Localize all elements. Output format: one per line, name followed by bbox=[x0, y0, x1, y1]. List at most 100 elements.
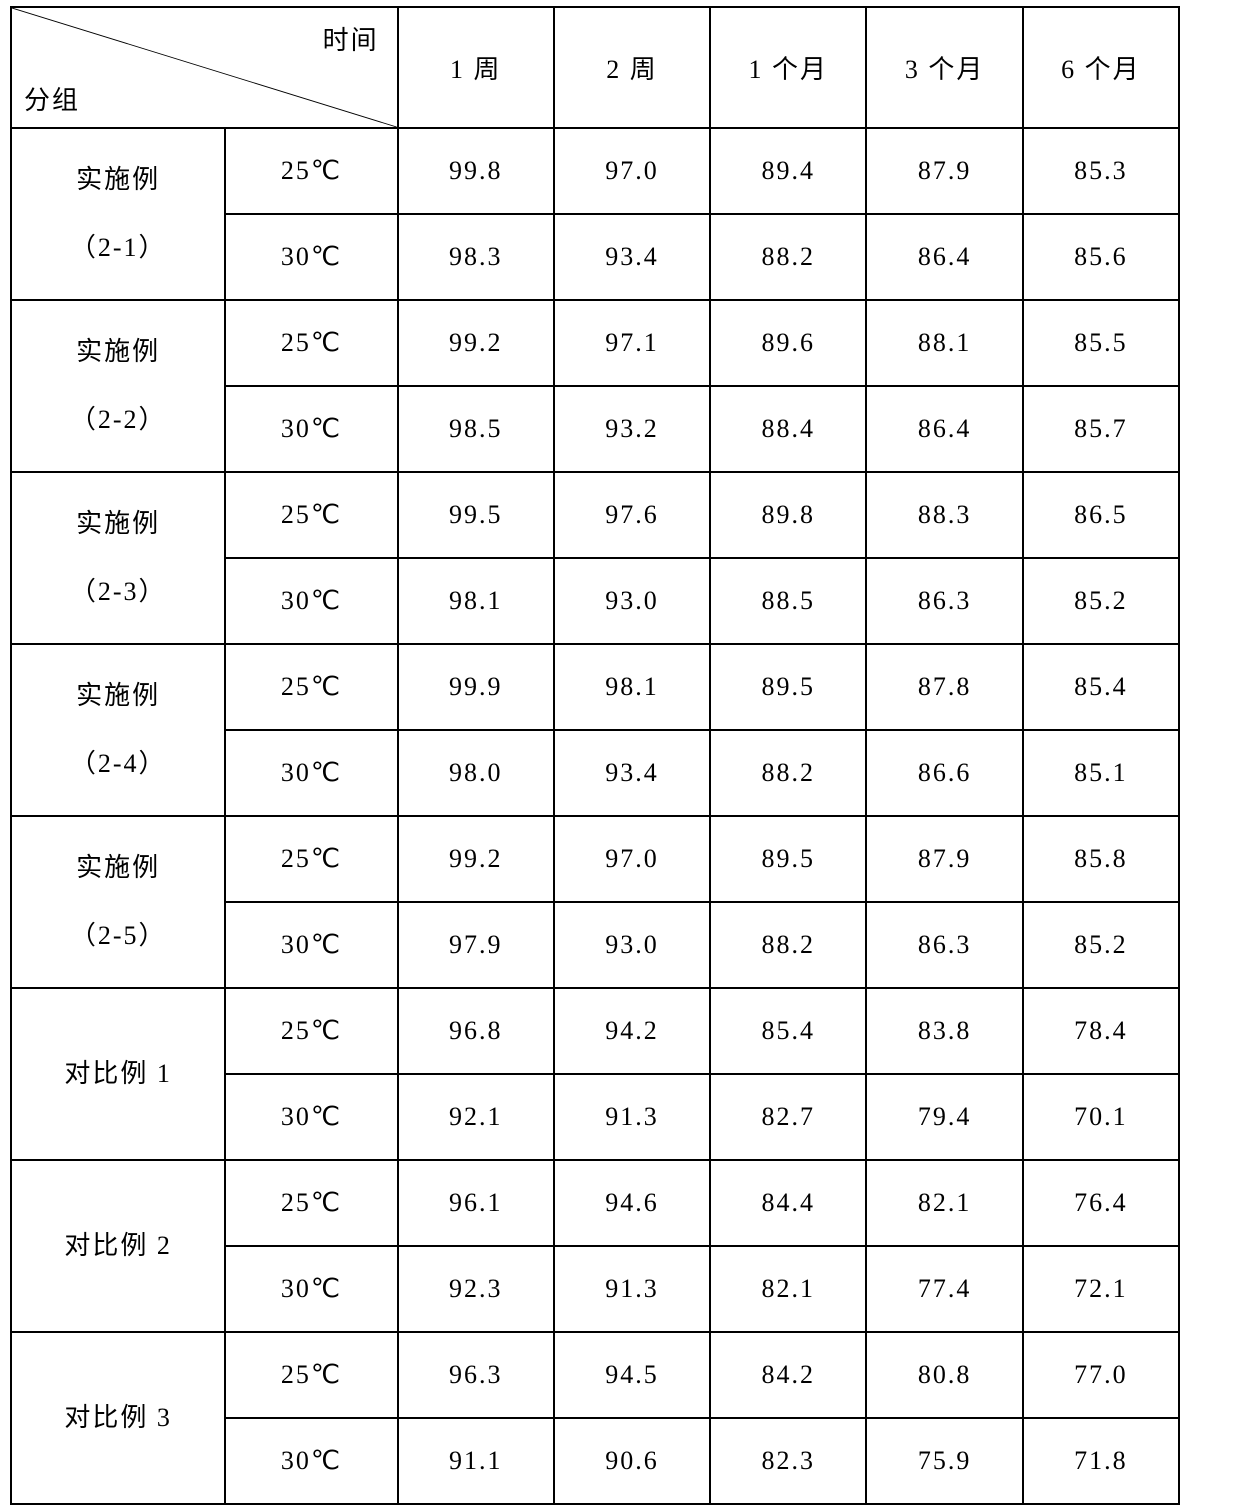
value-cell: 99.9 bbox=[398, 644, 554, 730]
value-cell: 98.0 bbox=[398, 730, 554, 816]
group-label-line2: （2-4） bbox=[70, 749, 167, 778]
table-header-row: 时间 分组 1 周 2 周 1 个月 3 个月 6 个月 bbox=[11, 7, 1179, 128]
value-cell: 85.3 bbox=[1023, 128, 1179, 214]
value-cell: 98.1 bbox=[554, 644, 710, 730]
col-header-5: 6 个月 bbox=[1023, 7, 1179, 128]
value-cell: 94.5 bbox=[554, 1332, 710, 1418]
value-cell: 83.8 bbox=[866, 988, 1022, 1074]
value-cell: 96.1 bbox=[398, 1160, 554, 1246]
value-cell: 79.4 bbox=[866, 1074, 1022, 1160]
value-cell: 99.5 bbox=[398, 472, 554, 558]
table-body: 实施例 （2-1） 25℃ 99.8 97.0 89.4 87.9 85.3 3… bbox=[11, 128, 1179, 1504]
value-cell: 86.3 bbox=[866, 902, 1022, 988]
value-cell: 70.1 bbox=[1023, 1074, 1179, 1160]
value-cell: 84.4 bbox=[710, 1160, 866, 1246]
value-cell: 78.4 bbox=[1023, 988, 1179, 1074]
value-cell: 82.1 bbox=[866, 1160, 1022, 1246]
value-cell: 93.4 bbox=[554, 214, 710, 300]
value-cell: 89.6 bbox=[710, 300, 866, 386]
group-label-line1: 对比例 1 bbox=[64, 1059, 172, 1088]
value-cell: 91.3 bbox=[554, 1246, 710, 1332]
value-cell: 71.8 bbox=[1023, 1418, 1179, 1504]
value-cell: 85.6 bbox=[1023, 214, 1179, 300]
value-cell: 85.2 bbox=[1023, 902, 1179, 988]
temp-cell: 25℃ bbox=[225, 1332, 397, 1418]
col-header-2: 2 周 bbox=[554, 7, 710, 128]
value-cell: 87.9 bbox=[866, 128, 1022, 214]
value-cell: 98.5 bbox=[398, 386, 554, 472]
value-cell: 98.1 bbox=[398, 558, 554, 644]
group-label-cell: 对比例 2 bbox=[11, 1160, 225, 1332]
temp-cell: 30℃ bbox=[225, 558, 397, 644]
group-label-line1: 对比例 3 bbox=[64, 1403, 172, 1432]
value-cell: 99.8 bbox=[398, 128, 554, 214]
col-header-3: 1 个月 bbox=[710, 7, 866, 128]
value-cell: 91.3 bbox=[554, 1074, 710, 1160]
group-label-line1: 实施例 bbox=[76, 681, 160, 710]
group-label-line1: 实施例 bbox=[76, 165, 160, 194]
value-cell: 96.3 bbox=[398, 1332, 554, 1418]
value-cell: 91.1 bbox=[398, 1418, 554, 1504]
group-label-line1: 对比例 2 bbox=[64, 1231, 172, 1260]
value-cell: 97.6 bbox=[554, 472, 710, 558]
value-cell: 88.2 bbox=[710, 730, 866, 816]
value-cell: 94.6 bbox=[554, 1160, 710, 1246]
value-cell: 99.2 bbox=[398, 300, 554, 386]
page: 时间 分组 1 周 2 周 1 个月 3 个月 6 个月 实施例 （2-1） bbox=[0, 0, 1240, 1452]
group-label-cell: 对比例 1 bbox=[11, 988, 225, 1160]
value-cell: 72.1 bbox=[1023, 1246, 1179, 1332]
group-label-cell: 实施例 （2-1） bbox=[11, 128, 225, 300]
temp-cell: 30℃ bbox=[225, 1418, 397, 1504]
value-cell: 85.4 bbox=[1023, 644, 1179, 730]
value-cell: 98.3 bbox=[398, 214, 554, 300]
value-cell: 93.4 bbox=[554, 730, 710, 816]
group-label-line1: 实施例 bbox=[76, 853, 160, 882]
table-row: 实施例 （2-5） 25℃ 99.2 97.0 89.5 87.9 85.8 bbox=[11, 816, 1179, 902]
value-cell: 85.8 bbox=[1023, 816, 1179, 902]
table-row: 实施例 （2-4） 25℃ 99.9 98.1 89.5 87.8 85.4 bbox=[11, 644, 1179, 730]
temp-cell: 30℃ bbox=[225, 902, 397, 988]
temp-cell: 25℃ bbox=[225, 988, 397, 1074]
group-label-line2: （2-3） bbox=[70, 577, 167, 606]
temp-cell: 30℃ bbox=[225, 1074, 397, 1160]
group-label-line1: 实施例 bbox=[76, 509, 160, 538]
value-cell: 96.8 bbox=[398, 988, 554, 1074]
value-cell: 86.6 bbox=[866, 730, 1022, 816]
group-label-cell: 实施例 （2-4） bbox=[11, 644, 225, 816]
value-cell: 88.2 bbox=[710, 214, 866, 300]
group-label-cell: 实施例 （2-3） bbox=[11, 472, 225, 644]
table-row: 实施例 （2-2） 25℃ 99.2 97.1 89.6 88.1 85.5 bbox=[11, 300, 1179, 386]
value-cell: 97.0 bbox=[554, 816, 710, 902]
group-label-line2: （2-1） bbox=[70, 233, 167, 262]
value-cell: 89.5 bbox=[710, 816, 866, 902]
temp-cell: 30℃ bbox=[225, 214, 397, 300]
temp-cell: 25℃ bbox=[225, 1160, 397, 1246]
value-cell: 90.6 bbox=[554, 1418, 710, 1504]
value-cell: 84.2 bbox=[710, 1332, 866, 1418]
group-label-cell: 实施例 （2-5） bbox=[11, 816, 225, 988]
value-cell: 94.2 bbox=[554, 988, 710, 1074]
table-row: 对比例 2 25℃ 96.1 94.6 84.4 82.1 76.4 bbox=[11, 1160, 1179, 1246]
value-cell: 93.2 bbox=[554, 386, 710, 472]
value-cell: 77.0 bbox=[1023, 1332, 1179, 1418]
value-cell: 89.5 bbox=[710, 644, 866, 730]
data-table: 时间 分组 1 周 2 周 1 个月 3 个月 6 个月 实施例 （2-1） bbox=[10, 6, 1180, 1505]
value-cell: 97.1 bbox=[554, 300, 710, 386]
temp-cell: 25℃ bbox=[225, 128, 397, 214]
value-cell: 99.2 bbox=[398, 816, 554, 902]
value-cell: 88.4 bbox=[710, 386, 866, 472]
table-row: 实施例 （2-1） 25℃ 99.8 97.0 89.4 87.9 85.3 bbox=[11, 128, 1179, 214]
value-cell: 88.3 bbox=[866, 472, 1022, 558]
value-cell: 93.0 bbox=[554, 902, 710, 988]
group-label-cell: 实施例 （2-2） bbox=[11, 300, 225, 472]
value-cell: 85.2 bbox=[1023, 558, 1179, 644]
value-cell: 97.0 bbox=[554, 128, 710, 214]
temp-cell: 30℃ bbox=[225, 730, 397, 816]
value-cell: 86.3 bbox=[866, 558, 1022, 644]
value-cell: 86.4 bbox=[866, 214, 1022, 300]
header-label-group: 分组 bbox=[24, 80, 80, 117]
value-cell: 87.8 bbox=[866, 644, 1022, 730]
value-cell: 77.4 bbox=[866, 1246, 1022, 1332]
value-cell: 88.1 bbox=[866, 300, 1022, 386]
value-cell: 92.1 bbox=[398, 1074, 554, 1160]
